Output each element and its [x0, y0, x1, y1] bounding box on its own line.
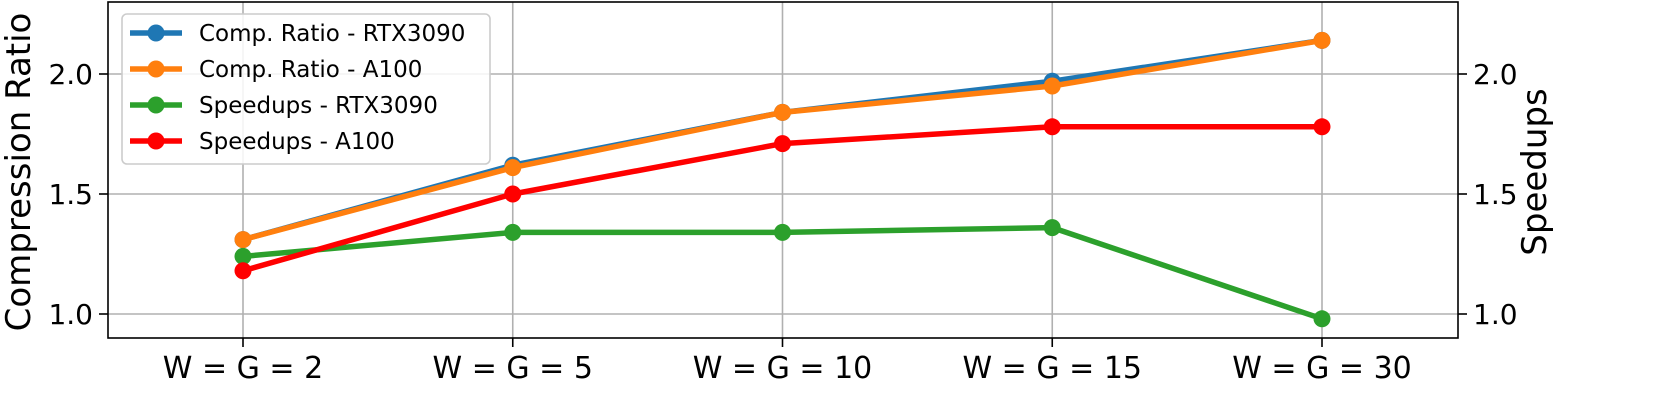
- series-layer: [234, 31, 1331, 328]
- left-axis-label: Compression Ratio: [0, 13, 39, 332]
- x-tick-label: W = G = 2: [163, 351, 323, 386]
- data-point: [1043, 118, 1061, 136]
- data-point: [1313, 310, 1331, 328]
- legend-item: Comp. Ratio - RTX3090: [130, 21, 465, 47]
- data-point: [504, 159, 522, 177]
- x-tick-label: W = G = 10: [693, 351, 873, 386]
- data-point: [504, 185, 522, 203]
- legend-marker: [147, 60, 165, 78]
- legend-item: Speedups - A100: [130, 129, 395, 155]
- right-y-tick-label: 2.0: [1473, 58, 1518, 91]
- legend-label: Speedups - RTX3090: [199, 93, 438, 119]
- grid-layer: [108, 2, 1458, 338]
- legend-marker: [147, 24, 165, 42]
- legend: Comp. Ratio - RTX3090 Comp. Ratio - A100 S…: [121, 13, 491, 165]
- data-point: [774, 135, 791, 153]
- data-point: [234, 262, 252, 280]
- x-tick-label: W = G = 15: [962, 351, 1142, 386]
- legend-label: Comp. Ratio - RTX3090: [199, 21, 465, 47]
- data-point: [774, 103, 791, 121]
- legend-label: Speedups - A100: [199, 129, 395, 155]
- left-y-tick-label: 2.0: [48, 58, 93, 91]
- data-point: [1313, 31, 1331, 49]
- legend-item: Comp. Ratio - A100: [130, 57, 422, 83]
- data-point: [234, 231, 252, 249]
- series-4: [234, 118, 1331, 280]
- legend-marker: [147, 132, 165, 150]
- legend-marker: [147, 96, 165, 114]
- data-point: [1043, 219, 1061, 237]
- left-y-tick-label: 1.0: [48, 298, 93, 331]
- right-axis-label: Speedups: [1515, 88, 1555, 255]
- data-point: [234, 247, 252, 265]
- data-point: [774, 223, 791, 241]
- legend-box: [121, 13, 491, 165]
- left-y-tick-label: 1.5: [48, 178, 93, 211]
- x-tick-label: W = G = 5: [433, 351, 593, 386]
- data-point: [504, 223, 522, 241]
- right-y-tick-label: 1.0: [1473, 298, 1518, 331]
- x-tick-label: W = G = 30: [1232, 351, 1412, 386]
- data-point: [1313, 118, 1331, 136]
- right-y-tick-label: 1.5: [1473, 178, 1518, 211]
- axis-layer: W = G = 2 W = G = 5 W = G = 10 W = G = 15 W …: [48, 58, 1517, 386]
- legend-label: Comp. Ratio - A100: [199, 57, 422, 83]
- series-2: [234, 31, 1331, 249]
- legend-item: Speedups - RTX3090: [130, 93, 438, 119]
- series-3: [234, 219, 1331, 328]
- data-point: [1043, 77, 1061, 95]
